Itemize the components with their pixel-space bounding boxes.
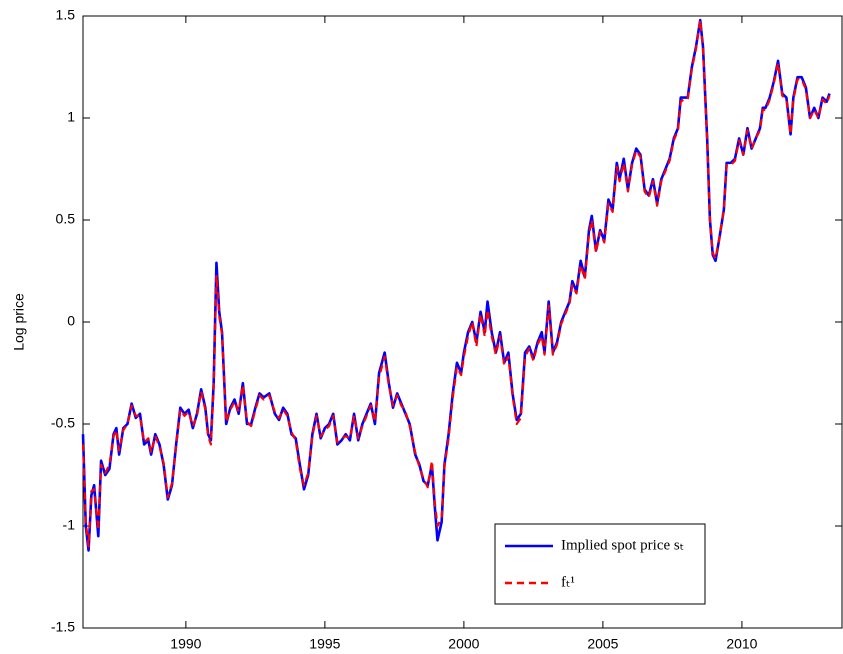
series-line <box>81 18 831 552</box>
x-tick-label: 1995 <box>309 636 340 652</box>
x-tick-label: 2000 <box>448 636 479 652</box>
legend-box <box>494 523 706 605</box>
y-tick-label: -1 <box>63 517 76 533</box>
y-tick-label: 0.5 <box>56 211 76 227</box>
y-tick-label: 1 <box>67 109 75 125</box>
legend: Implied spot price sₜ fₜ¹ <box>494 523 706 605</box>
y-tick-label: 0 <box>67 313 75 329</box>
x-tick-label: 2010 <box>726 636 757 652</box>
y-tick-label: 1.5 <box>56 7 76 23</box>
plot-frame <box>82 15 843 629</box>
x-tick-label: 2005 <box>587 636 618 652</box>
legend-label: Implied spot price sₜ <box>561 537 684 553</box>
series-line <box>81 18 831 548</box>
y-tick-label: -0.5 <box>51 415 75 431</box>
y-axis-label: Log price <box>11 293 27 351</box>
x-tick-label: 1990 <box>170 636 201 652</box>
legend-label: fₜ¹ <box>561 574 575 590</box>
y-tick-label: -1.5 <box>51 619 75 635</box>
